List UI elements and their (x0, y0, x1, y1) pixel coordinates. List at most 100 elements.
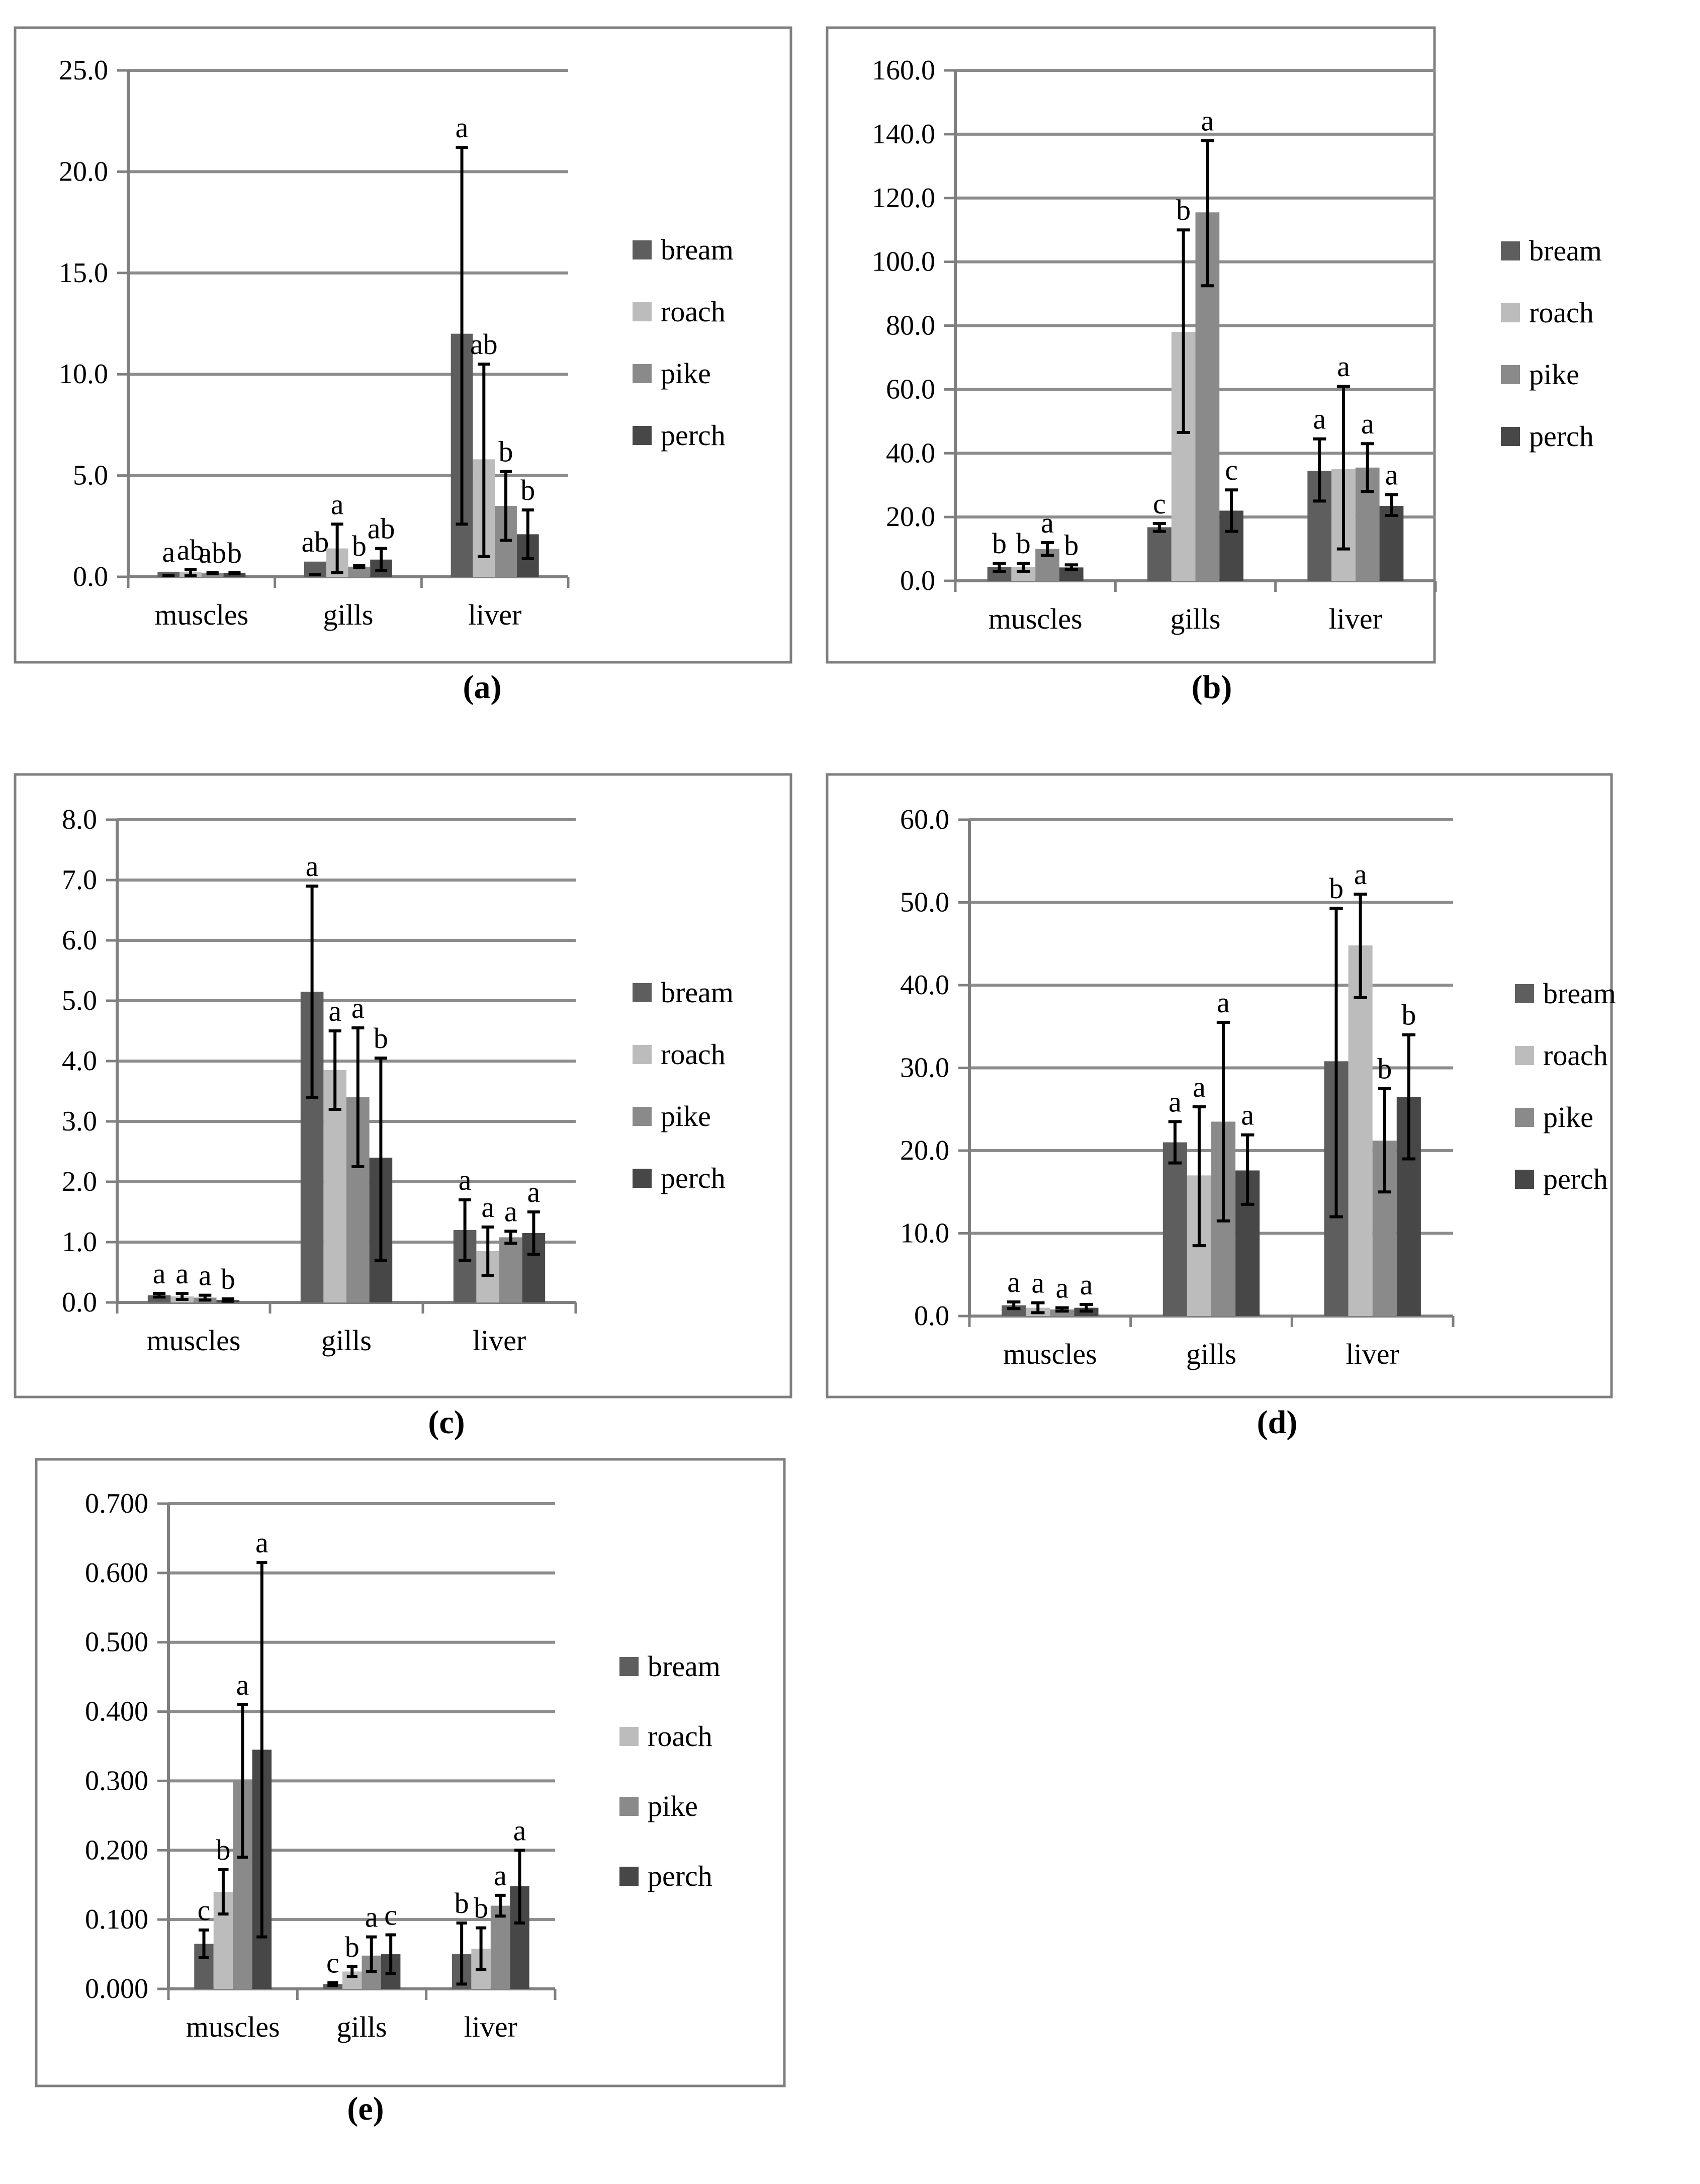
legend-swatch-bream (1515, 984, 1534, 1003)
legend-swatch-perch (633, 426, 652, 445)
y-tick-label: 0.0 (62, 1287, 97, 1318)
significance-label: a (1031, 1267, 1044, 1299)
significance-label: a (1313, 403, 1326, 435)
x-tick-label: liver (1346, 1338, 1399, 1370)
legend-label-perch: perch (1543, 1163, 1608, 1195)
bar-pike-liver (490, 1905, 510, 1989)
y-tick-label: 3.0 (62, 1106, 97, 1137)
y-tick-label: 0.400 (85, 1696, 148, 1727)
x-tick-label: gills (337, 2011, 387, 2043)
legend-swatch-pike (633, 364, 652, 383)
legend-label-bream: bream (661, 233, 734, 266)
legend-label-roach: roach (1529, 296, 1594, 329)
bar-bream-gills (1147, 527, 1172, 581)
bar-pike-liver (499, 1237, 522, 1302)
panel-caption: (b) (1192, 669, 1232, 706)
x-tick-label: muscles (1003, 1338, 1097, 1370)
x-tick-label: muscles (989, 602, 1083, 635)
y-tick-label: 20.0 (59, 156, 108, 187)
significance-label: b (352, 530, 367, 562)
significance-label: b (474, 1892, 488, 1925)
significance-label: b (1329, 872, 1344, 905)
legend-swatch-perch (1501, 427, 1520, 446)
significance-label: a (255, 1526, 269, 1559)
significance-label: ab (470, 328, 498, 361)
y-tick-label: 60.0 (886, 374, 935, 405)
significance-label: a (456, 111, 469, 144)
legend-label-pike: pike (1529, 358, 1579, 391)
significance-label: a (1007, 1266, 1020, 1298)
significance-label: a (331, 488, 344, 520)
legend-swatch-pike (1515, 1108, 1534, 1127)
legend-label-bream: bream (1543, 977, 1616, 1010)
x-tick-label: liver (1329, 602, 1382, 635)
significance-label: ab (302, 526, 329, 558)
legend-swatch-roach (619, 1727, 639, 1746)
y-tick-label: 0.000 (85, 1973, 148, 2004)
legend-swatch-perch (633, 1169, 652, 1188)
legend-swatch-pike (633, 1107, 652, 1126)
significance-label: b (1401, 999, 1416, 1031)
y-tick-label: 0.200 (85, 1834, 148, 1866)
x-tick-label: gills (321, 1324, 372, 1357)
legend-label-pike: pike (1543, 1101, 1593, 1133)
bar-bream-gills (1162, 1142, 1187, 1316)
significance-label: a (153, 1257, 166, 1290)
significance-label: a (351, 992, 365, 1024)
significance-label: ab (199, 537, 226, 569)
y-tick-label: 10.0 (900, 1218, 949, 1249)
significance-label: a (306, 850, 319, 883)
y-tick-label: 0.0 (914, 1300, 949, 1332)
significance-label: a (175, 1257, 189, 1290)
y-tick-label: 0.500 (85, 1627, 148, 1658)
chart-frame (14, 26, 792, 664)
legend-label-pike: pike (661, 1100, 711, 1132)
significance-label: a (504, 1195, 517, 1228)
chart-b: 0.0 20.0 40.0 60.0 80.0 100.0 120.0 140.0 160.0 m… (826, 26, 1602, 706)
legend-label-roach: roach (661, 295, 726, 328)
legend-label-roach: roach (648, 1720, 712, 1753)
significance-label: a (459, 1164, 472, 1196)
significance-label: a (1193, 1071, 1206, 1103)
significance-label: a (328, 995, 341, 1027)
significance-label: c (198, 1894, 211, 1927)
significance-label: b (992, 527, 1007, 560)
legend-swatch-pike (1501, 365, 1520, 384)
significance-label: a (481, 1191, 494, 1224)
significance-label: a (1080, 1268, 1093, 1301)
y-tick-label: 0.100 (85, 1904, 148, 1935)
legend-swatch-roach (633, 1045, 652, 1064)
significance-label: a (236, 1669, 249, 1701)
significance-label: b (455, 1887, 469, 1919)
legend-label-pike: pike (648, 1790, 698, 1822)
significance-label: b (374, 1022, 388, 1055)
legend-swatch-bream (633, 240, 652, 259)
significance-label: a (365, 1901, 378, 1934)
significance-label: b (1064, 529, 1079, 561)
chart-frame (14, 773, 792, 1399)
significance-label: a (162, 536, 175, 568)
x-tick-label: liver (473, 1324, 526, 1357)
bar-roach-liver (1348, 945, 1373, 1316)
y-tick-label: 25.0 (59, 55, 108, 86)
significance-label: c (1225, 454, 1238, 486)
significance-label: c (326, 1947, 339, 1979)
significance-label: a (1337, 350, 1350, 383)
y-tick-label: 1.0 (62, 1227, 97, 1258)
y-tick-label: 40.0 (900, 970, 949, 1001)
y-tick-label: 8.0 (62, 804, 97, 835)
significance-label: a (1201, 105, 1214, 137)
y-tick-label: 50.0 (900, 887, 949, 918)
y-tick-label: 5.0 (62, 985, 97, 1016)
legend-swatch-bream (633, 983, 652, 1002)
significance-label: a (1241, 1099, 1254, 1131)
significance-label: a (1041, 506, 1054, 539)
y-tick-label: 10.0 (59, 359, 108, 390)
legend-label-perch: perch (661, 1162, 726, 1194)
bar-bream-muscles (157, 571, 180, 577)
y-tick-label: 4.0 (62, 1045, 97, 1077)
x-tick-label: gills (323, 598, 374, 631)
x-tick-label: liver (468, 598, 521, 631)
